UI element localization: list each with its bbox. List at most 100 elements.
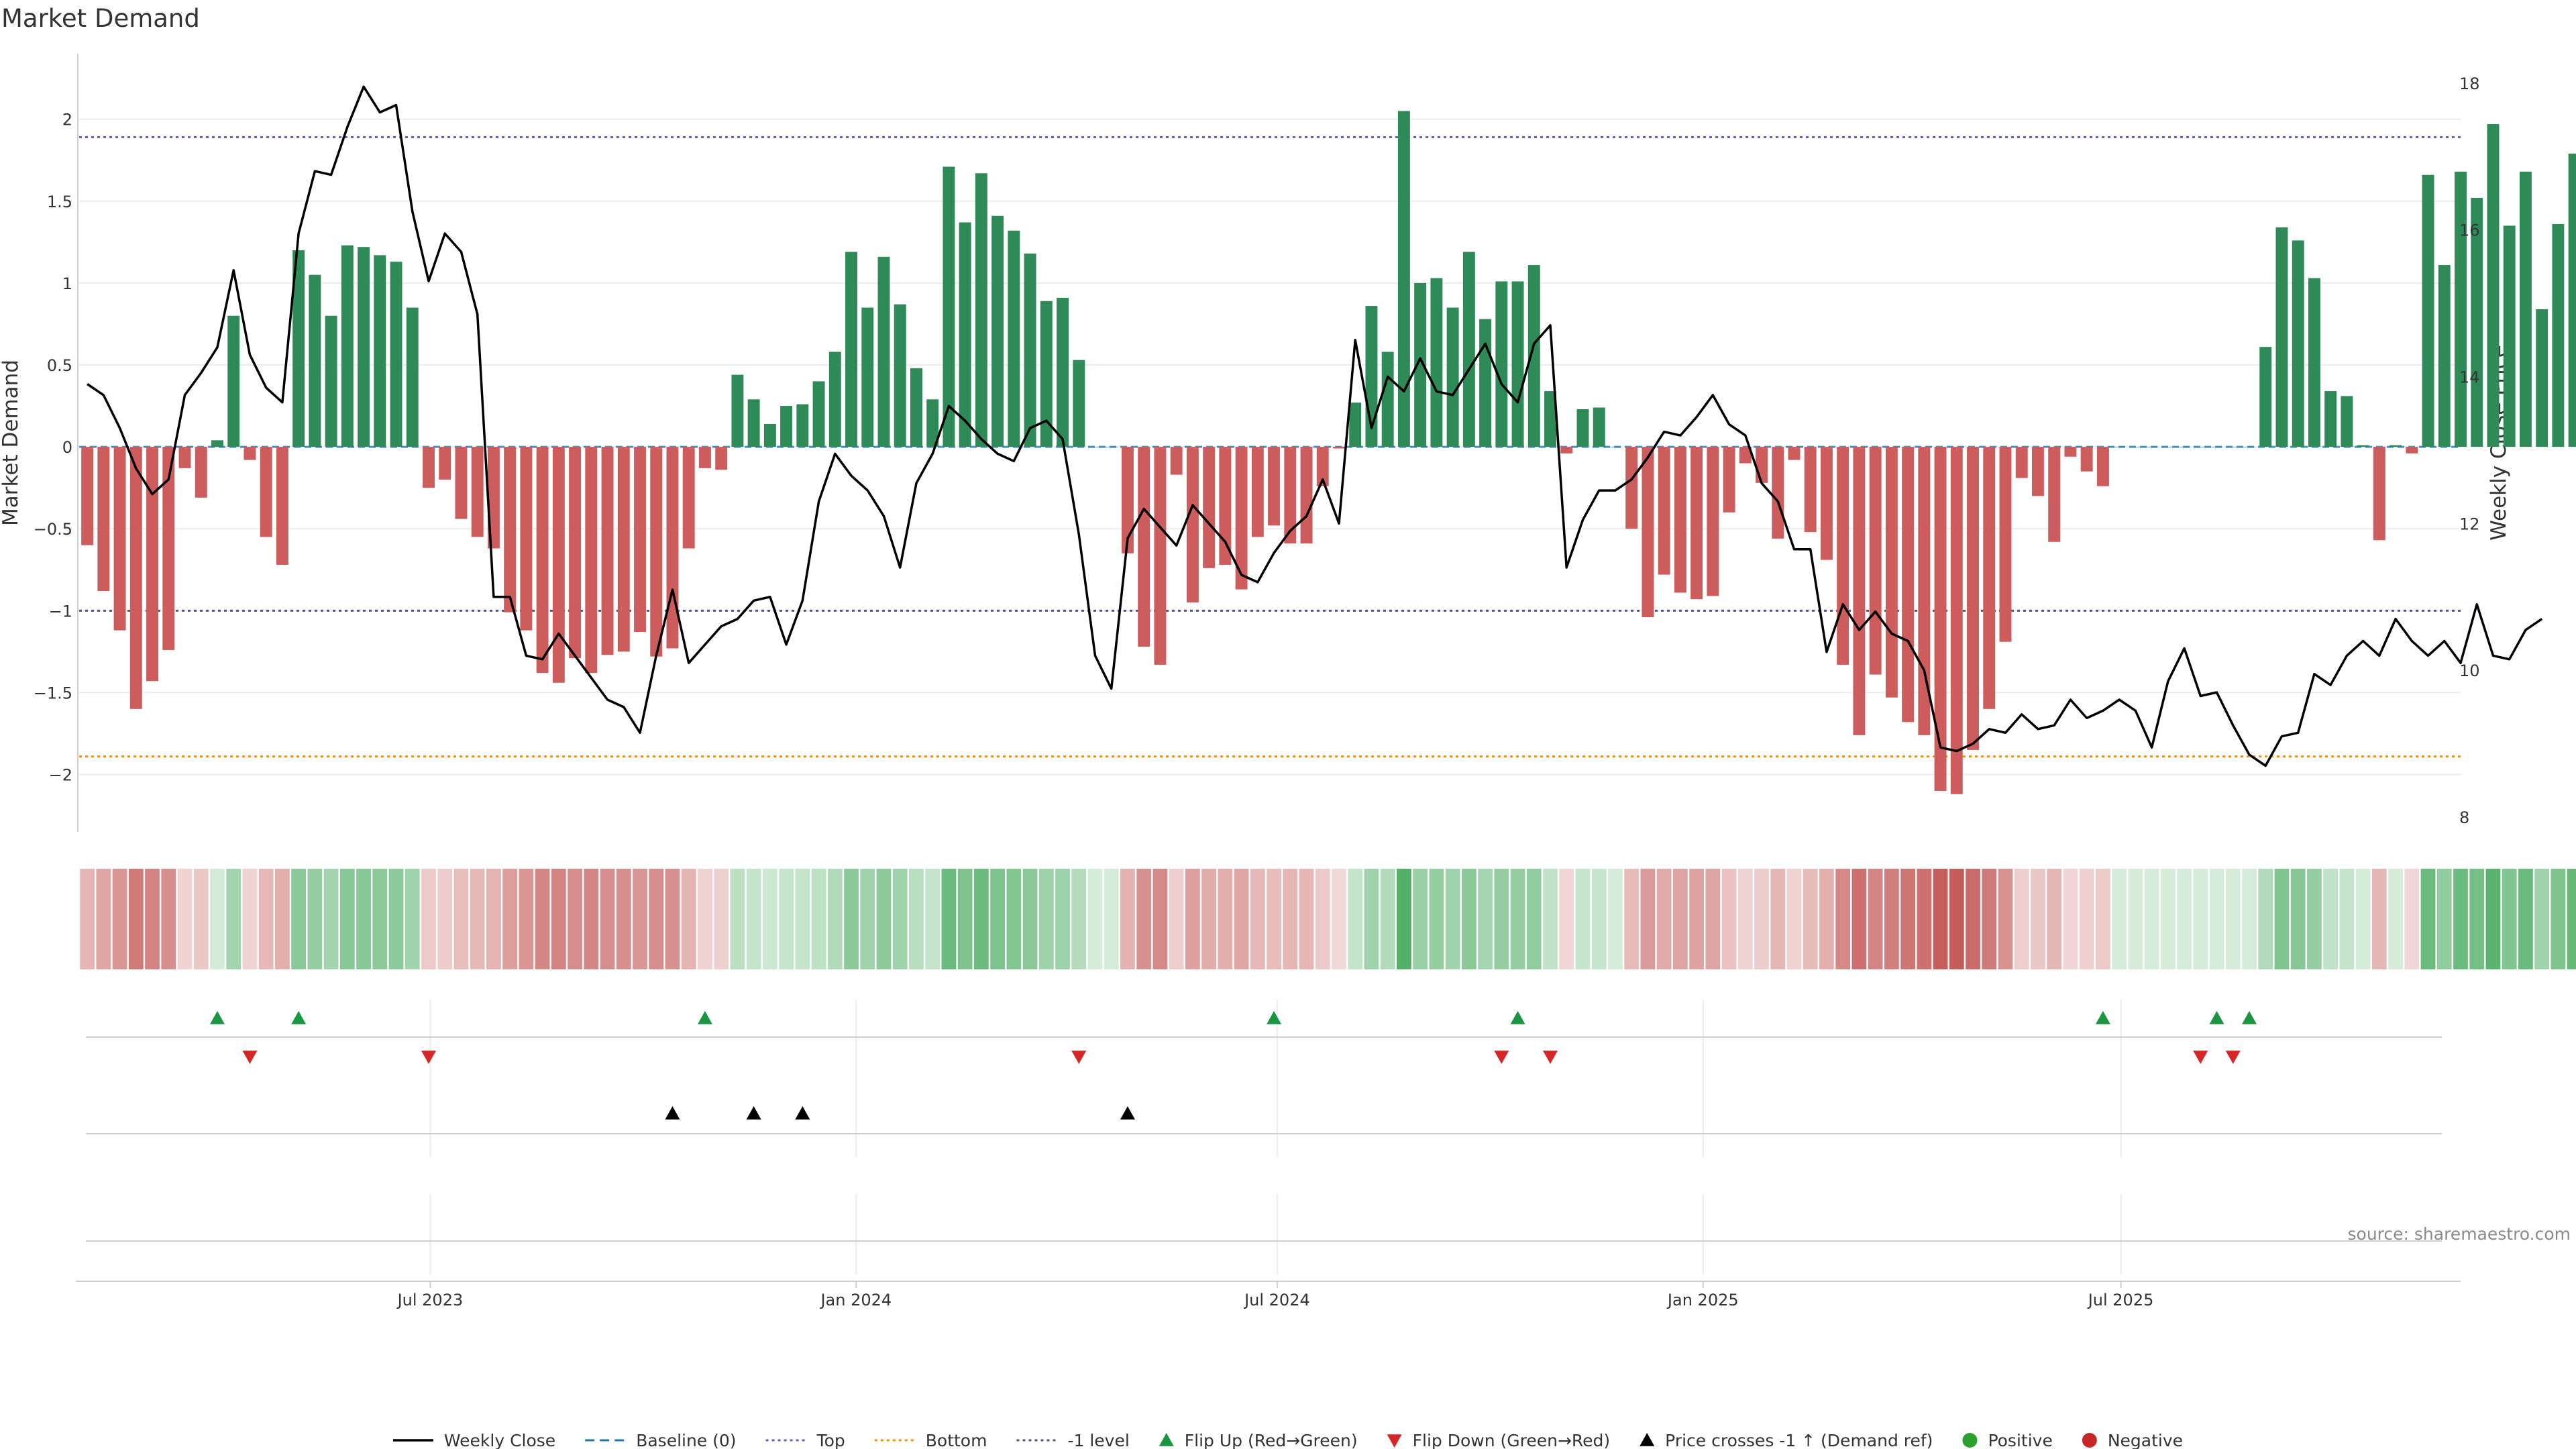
negative-demand-bar — [634, 447, 646, 633]
negative-demand-bar — [260, 447, 272, 537]
negative-demand-bar — [1251, 447, 1264, 537]
price-cross-marker — [665, 1106, 680, 1120]
heat-strip-cell — [1185, 869, 1200, 969]
heat-strip-cell — [1348, 869, 1363, 969]
heat-strip-cell — [1998, 869, 2013, 969]
x-tick-label: Jul 2024 — [1243, 1291, 1310, 1309]
heat-strip-cell — [2047, 869, 2062, 969]
positive-demand-bar — [747, 399, 760, 447]
positive-demand-bar — [731, 374, 744, 447]
legend-item: Top — [765, 1431, 845, 1449]
heat-strip-cell — [1267, 869, 1281, 969]
x-tick-label: Jul 2025 — [2087, 1291, 2154, 1309]
positive-demand-bar — [1430, 278, 1443, 447]
heat-strip-cell — [1868, 869, 1883, 969]
heat-strip-cell — [1087, 869, 1103, 969]
heat-strip-cell — [1136, 869, 1152, 969]
heat-strip-cell — [1721, 869, 1737, 969]
legend-item: Flip Down (Green→Red) — [1387, 1431, 1610, 1449]
heat-strip-cell — [1022, 869, 1038, 969]
heat-strip-cell — [2388, 869, 2403, 969]
flip-down-marker — [2193, 1051, 2208, 1064]
negative-demand-bar — [1122, 447, 1134, 553]
flip-down-marker — [1071, 1051, 1087, 1064]
heat-strip-cell — [1038, 869, 1054, 969]
negative-demand-bar — [1853, 447, 1866, 735]
positive-demand-bar — [1544, 391, 1556, 447]
y2-tick-label: 12 — [2459, 515, 2480, 533]
negative-demand-bar — [439, 447, 451, 480]
heat-strip-cell — [746, 869, 761, 969]
positive-demand-bar — [1397, 111, 1410, 447]
heat-strip — [80, 869, 2576, 969]
heat-strip-cell — [2307, 869, 2322, 969]
negative-demand-bar — [2096, 447, 2109, 486]
heat-strip-cell — [1494, 869, 1509, 969]
heat-strip-cell — [2436, 869, 2452, 969]
heat-strip-cell — [453, 869, 469, 969]
flip-up-marker — [2209, 1011, 2224, 1024]
legend-item: Negative — [2082, 1431, 2183, 1449]
negative-demand-bar — [617, 447, 630, 652]
negative-demand-bar — [1690, 447, 1703, 600]
negative-demand-bar — [423, 447, 435, 488]
x-tick-label: Jul 2023 — [396, 1291, 464, 1309]
heat-strip-cell — [1152, 869, 1168, 969]
heat-strip-cell — [535, 869, 550, 969]
heat-strip-cell — [1218, 869, 1233, 969]
positive-demand-bar — [991, 215, 1004, 447]
negative-demand-bar — [1934, 447, 1947, 791]
negative-demand-bar — [1772, 447, 1784, 539]
negative-demand-bar — [1723, 447, 1735, 513]
flip-up-marker — [1267, 1011, 1282, 1024]
heat-strip-cell — [2290, 869, 2306, 969]
legend-label: -1 level — [1067, 1431, 1129, 1449]
positive-demand-bar — [2438, 265, 2451, 447]
y-axis-label: Market Demand — [0, 360, 23, 526]
negative-demand-bar — [1707, 447, 1719, 596]
negative-demand-bar — [569, 447, 582, 659]
heat-strip-cell — [2420, 869, 2436, 969]
heat-strip-cell — [2323, 869, 2339, 969]
legend-swatch-triangle-up — [1640, 1433, 1655, 1446]
heat-strip-cell — [2355, 869, 2371, 969]
flip-down-marker — [1494, 1051, 1509, 1064]
legend-label: Price crosses -1 ↑ (Demand ref) — [1665, 1431, 1933, 1449]
heat-strip-cell — [1315, 869, 1330, 969]
positive-demand-bar — [2536, 309, 2548, 447]
flip-down-marker — [1543, 1051, 1558, 1064]
y2-tick-label: 8 — [2459, 808, 2469, 827]
negative-demand-bar — [2048, 447, 2061, 542]
heat-strip-cell — [421, 869, 436, 969]
flip-up-marker — [697, 1011, 712, 1024]
heat-strip-cell — [1413, 869, 1428, 969]
heat-strip-cell — [714, 869, 729, 969]
heat-strip-cell — [1608, 869, 1623, 969]
positive-demand-bar — [1040, 301, 1053, 447]
heat-strip-cell — [96, 869, 111, 969]
positive-demand-bar — [2519, 171, 2532, 447]
negative-demand-bar — [81, 447, 94, 545]
positive-demand-bar — [1527, 265, 1540, 447]
negative-demand-bar — [178, 447, 191, 468]
positive-demand-bar — [292, 250, 305, 447]
price-cross-marker — [795, 1106, 810, 1120]
positive-demand-bar — [325, 315, 337, 447]
heat-strip-cell — [1851, 869, 1867, 969]
legend-label: Bottom — [926, 1431, 987, 1449]
positive-demand-bar — [2292, 240, 2304, 447]
heat-strip-cell — [2079, 869, 2094, 969]
heat-strip-cell — [1803, 869, 1818, 969]
negative-demand-bar — [1186, 447, 1199, 603]
negative-demand-bar — [244, 447, 256, 460]
heat-strip-cell — [1819, 869, 1834, 969]
heat-strip-cell — [1120, 869, 1135, 969]
heat-strip-cell — [1786, 869, 1802, 969]
positive-demand-bar — [2357, 445, 2369, 447]
negative-demand-bar — [1820, 447, 1833, 560]
y-tick-label: −1.5 — [34, 684, 72, 702]
heat-strip-cell — [2112, 869, 2127, 969]
heat-strip-cell — [1737, 869, 1753, 969]
heat-strip-cell — [161, 869, 176, 969]
